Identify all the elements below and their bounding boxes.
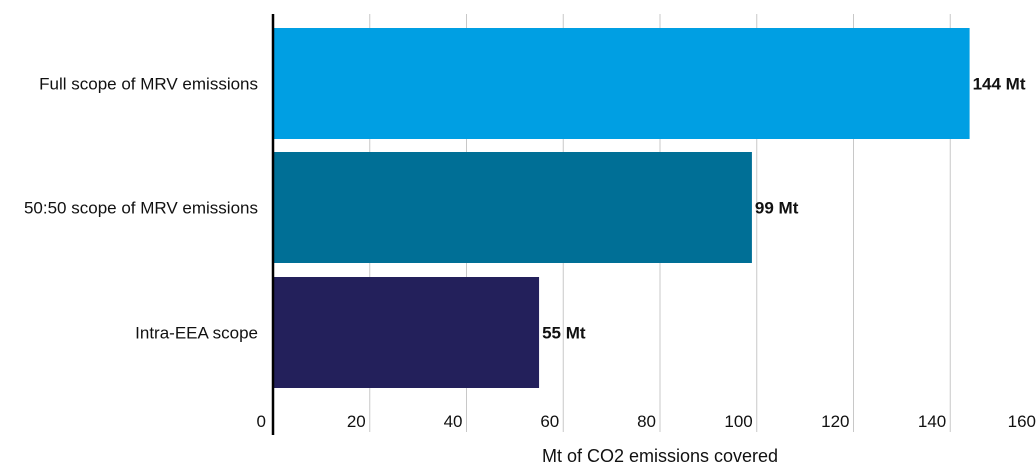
bar-1 <box>273 28 970 139</box>
x-tick-label: 160 <box>1008 412 1036 431</box>
bars <box>273 28 970 388</box>
x-tick-label: 140 <box>918 412 946 431</box>
bar-3 <box>273 277 540 388</box>
data-label: 99 Mt <box>755 199 799 218</box>
category-label: Intra-EEA scope <box>135 324 258 343</box>
category-label: 50:50 scope of MRV emissions <box>24 199 258 218</box>
data-label: 144 Mt <box>973 75 1026 94</box>
x-tick-label: 80 <box>637 412 656 431</box>
x-tick-label: 120 <box>821 412 849 431</box>
labels: 0 20 40 60 80 100 120 140 160 Full scope of MRV e… <box>24 75 1036 432</box>
x-axis-title: Mt of CO2 emissions covered <box>542 446 778 466</box>
x-tick-label: 60 <box>540 412 559 431</box>
category-label: Full scope of MRV emissions <box>39 75 258 94</box>
x-tick-label: 40 <box>444 412 463 431</box>
bar-2 <box>273 152 752 263</box>
x-tick-label: 0 <box>257 412 266 431</box>
x-tick-label: 20 <box>347 412 366 431</box>
x-tick-label: 100 <box>724 412 752 431</box>
data-label: 55 Mt <box>542 324 586 343</box>
